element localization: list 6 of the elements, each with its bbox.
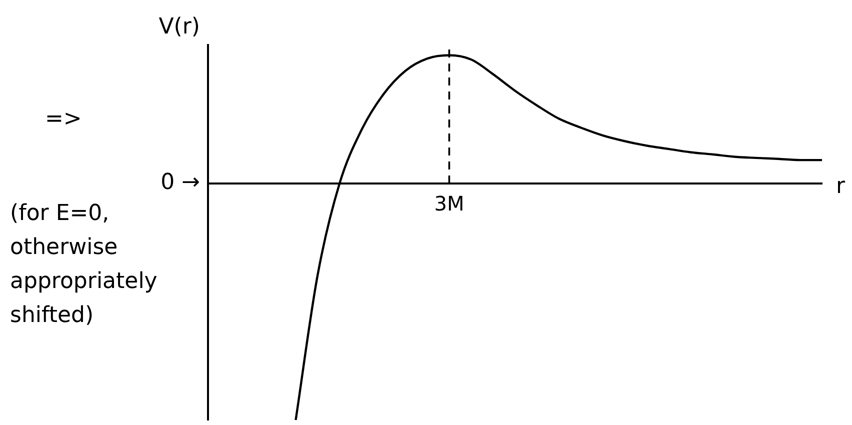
y-axis-title: V(r) bbox=[158, 14, 200, 40]
annotation: 3M bbox=[434, 192, 464, 216]
text: => bbox=[45, 106, 82, 132]
x-axis-title: r bbox=[836, 174, 846, 200]
text: (for E=0, otherwise appropriately shifted) bbox=[10, 201, 158, 328]
text: 0 → bbox=[160, 170, 200, 196]
